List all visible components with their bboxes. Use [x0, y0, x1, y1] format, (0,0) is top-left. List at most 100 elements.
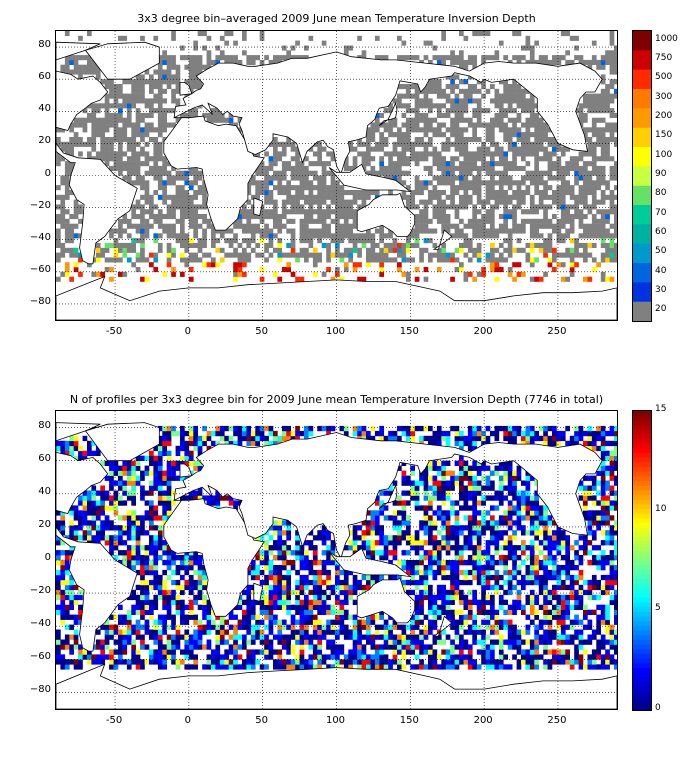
bin-cell	[490, 644, 495, 650]
bin-cell	[556, 204, 562, 210]
bin-cell	[56, 214, 61, 220]
bin-cell	[543, 127, 548, 133]
bin-cell	[281, 252, 287, 258]
bin-cell	[352, 238, 358, 244]
bin-cell	[490, 242, 495, 248]
bin-cell	[414, 185, 420, 191]
bin-cell	[503, 79, 508, 85]
bin-cell	[60, 609, 66, 615]
bin-cell	[64, 209, 70, 215]
bin-cell	[273, 614, 278, 620]
bin-cell	[538, 122, 544, 128]
bin-cell	[436, 530, 442, 536]
bin-cell	[374, 35, 380, 41]
bin-cell	[144, 560, 150, 566]
bin-cell	[370, 247, 376, 253]
bin-cell	[503, 165, 508, 171]
bin-cell	[166, 170, 172, 176]
bin-cell	[485, 624, 491, 630]
bin-cell	[277, 170, 283, 176]
bin-cell	[113, 112, 119, 118]
bin-cell	[188, 589, 194, 596]
bin-cell	[281, 45, 287, 51]
bin-cell	[498, 199, 504, 205]
bin-cell	[472, 122, 477, 128]
bin-cell	[109, 276, 114, 282]
bin-cell	[560, 262, 566, 268]
bin-cell	[529, 262, 535, 268]
bin-cell	[299, 644, 305, 650]
bin-cell	[379, 247, 384, 253]
bin-cell	[596, 137, 601, 143]
bin-cell	[490, 574, 495, 581]
bin-cell	[543, 185, 548, 191]
bin-cell	[299, 624, 305, 630]
bin-cell	[525, 242, 531, 248]
bin-cell	[326, 594, 331, 601]
bin-cell	[388, 156, 393, 162]
bin-cell	[73, 599, 79, 605]
bin-cell	[441, 204, 446, 210]
bin-cell	[330, 170, 336, 176]
bin-cell	[317, 161, 322, 167]
bin-cell	[547, 156, 553, 162]
bin-cell	[361, 634, 367, 640]
bin-cell	[175, 238, 181, 244]
bin-cell	[556, 223, 562, 229]
bin-cell	[529, 55, 535, 61]
bin-cell	[521, 604, 526, 610]
bin-cell	[135, 238, 141, 244]
bin-cell	[348, 589, 353, 596]
bin-cell	[157, 555, 163, 561]
bin-cell	[459, 108, 464, 114]
bin-cell	[463, 560, 469, 566]
bin-cell	[95, 247, 101, 253]
bin-cell	[131, 242, 136, 248]
bin-cell	[122, 93, 128, 99]
bin-cell	[135, 604, 141, 610]
bin-cell	[122, 560, 128, 566]
bin-cell	[423, 146, 429, 152]
bin-cell	[149, 127, 154, 133]
bin-cell	[255, 190, 260, 196]
bin-cell	[432, 604, 438, 610]
bin-cell	[224, 629, 229, 635]
bin-cell	[538, 560, 544, 566]
bin-cell	[600, 639, 606, 645]
bin-cell	[122, 228, 128, 234]
bin-cell	[609, 165, 615, 171]
bin-cell	[304, 664, 309, 670]
bin-cell	[144, 228, 150, 234]
bin-cell	[153, 257, 159, 263]
bin-cell	[379, 228, 384, 234]
bin-cell	[591, 659, 597, 665]
bin-cell	[175, 579, 181, 586]
bin-cell	[436, 190, 442, 196]
bin-cell	[459, 199, 464, 205]
bin-cell	[379, 257, 384, 263]
bin-cell	[113, 247, 119, 253]
bin-cell	[157, 156, 163, 162]
bin-cell	[157, 664, 163, 670]
bin-cell	[507, 88, 513, 94]
bin-cell	[556, 141, 562, 147]
bin-cell	[574, 170, 579, 176]
bin-cell	[299, 619, 305, 625]
bin-cell	[370, 170, 376, 176]
chart-title-2: N of profiles per 3x3 degree bin for 200…	[69, 393, 604, 406]
bin-cell	[556, 156, 562, 162]
bin-cell	[370, 146, 376, 152]
bin-cell	[476, 209, 482, 215]
bin-cell	[162, 55, 167, 61]
colorbar-tick-label: 750	[655, 53, 673, 63]
bin-cell	[153, 565, 159, 571]
bin-cell	[250, 194, 256, 200]
bin-cell	[228, 59, 234, 65]
bin-cell	[405, 579, 411, 586]
bin-cell	[113, 535, 119, 541]
bin-cell	[379, 614, 384, 620]
bin-cell	[255, 180, 260, 186]
bin-cell	[197, 31, 203, 37]
bin-cell	[326, 161, 331, 167]
bin-cell	[534, 141, 539, 147]
